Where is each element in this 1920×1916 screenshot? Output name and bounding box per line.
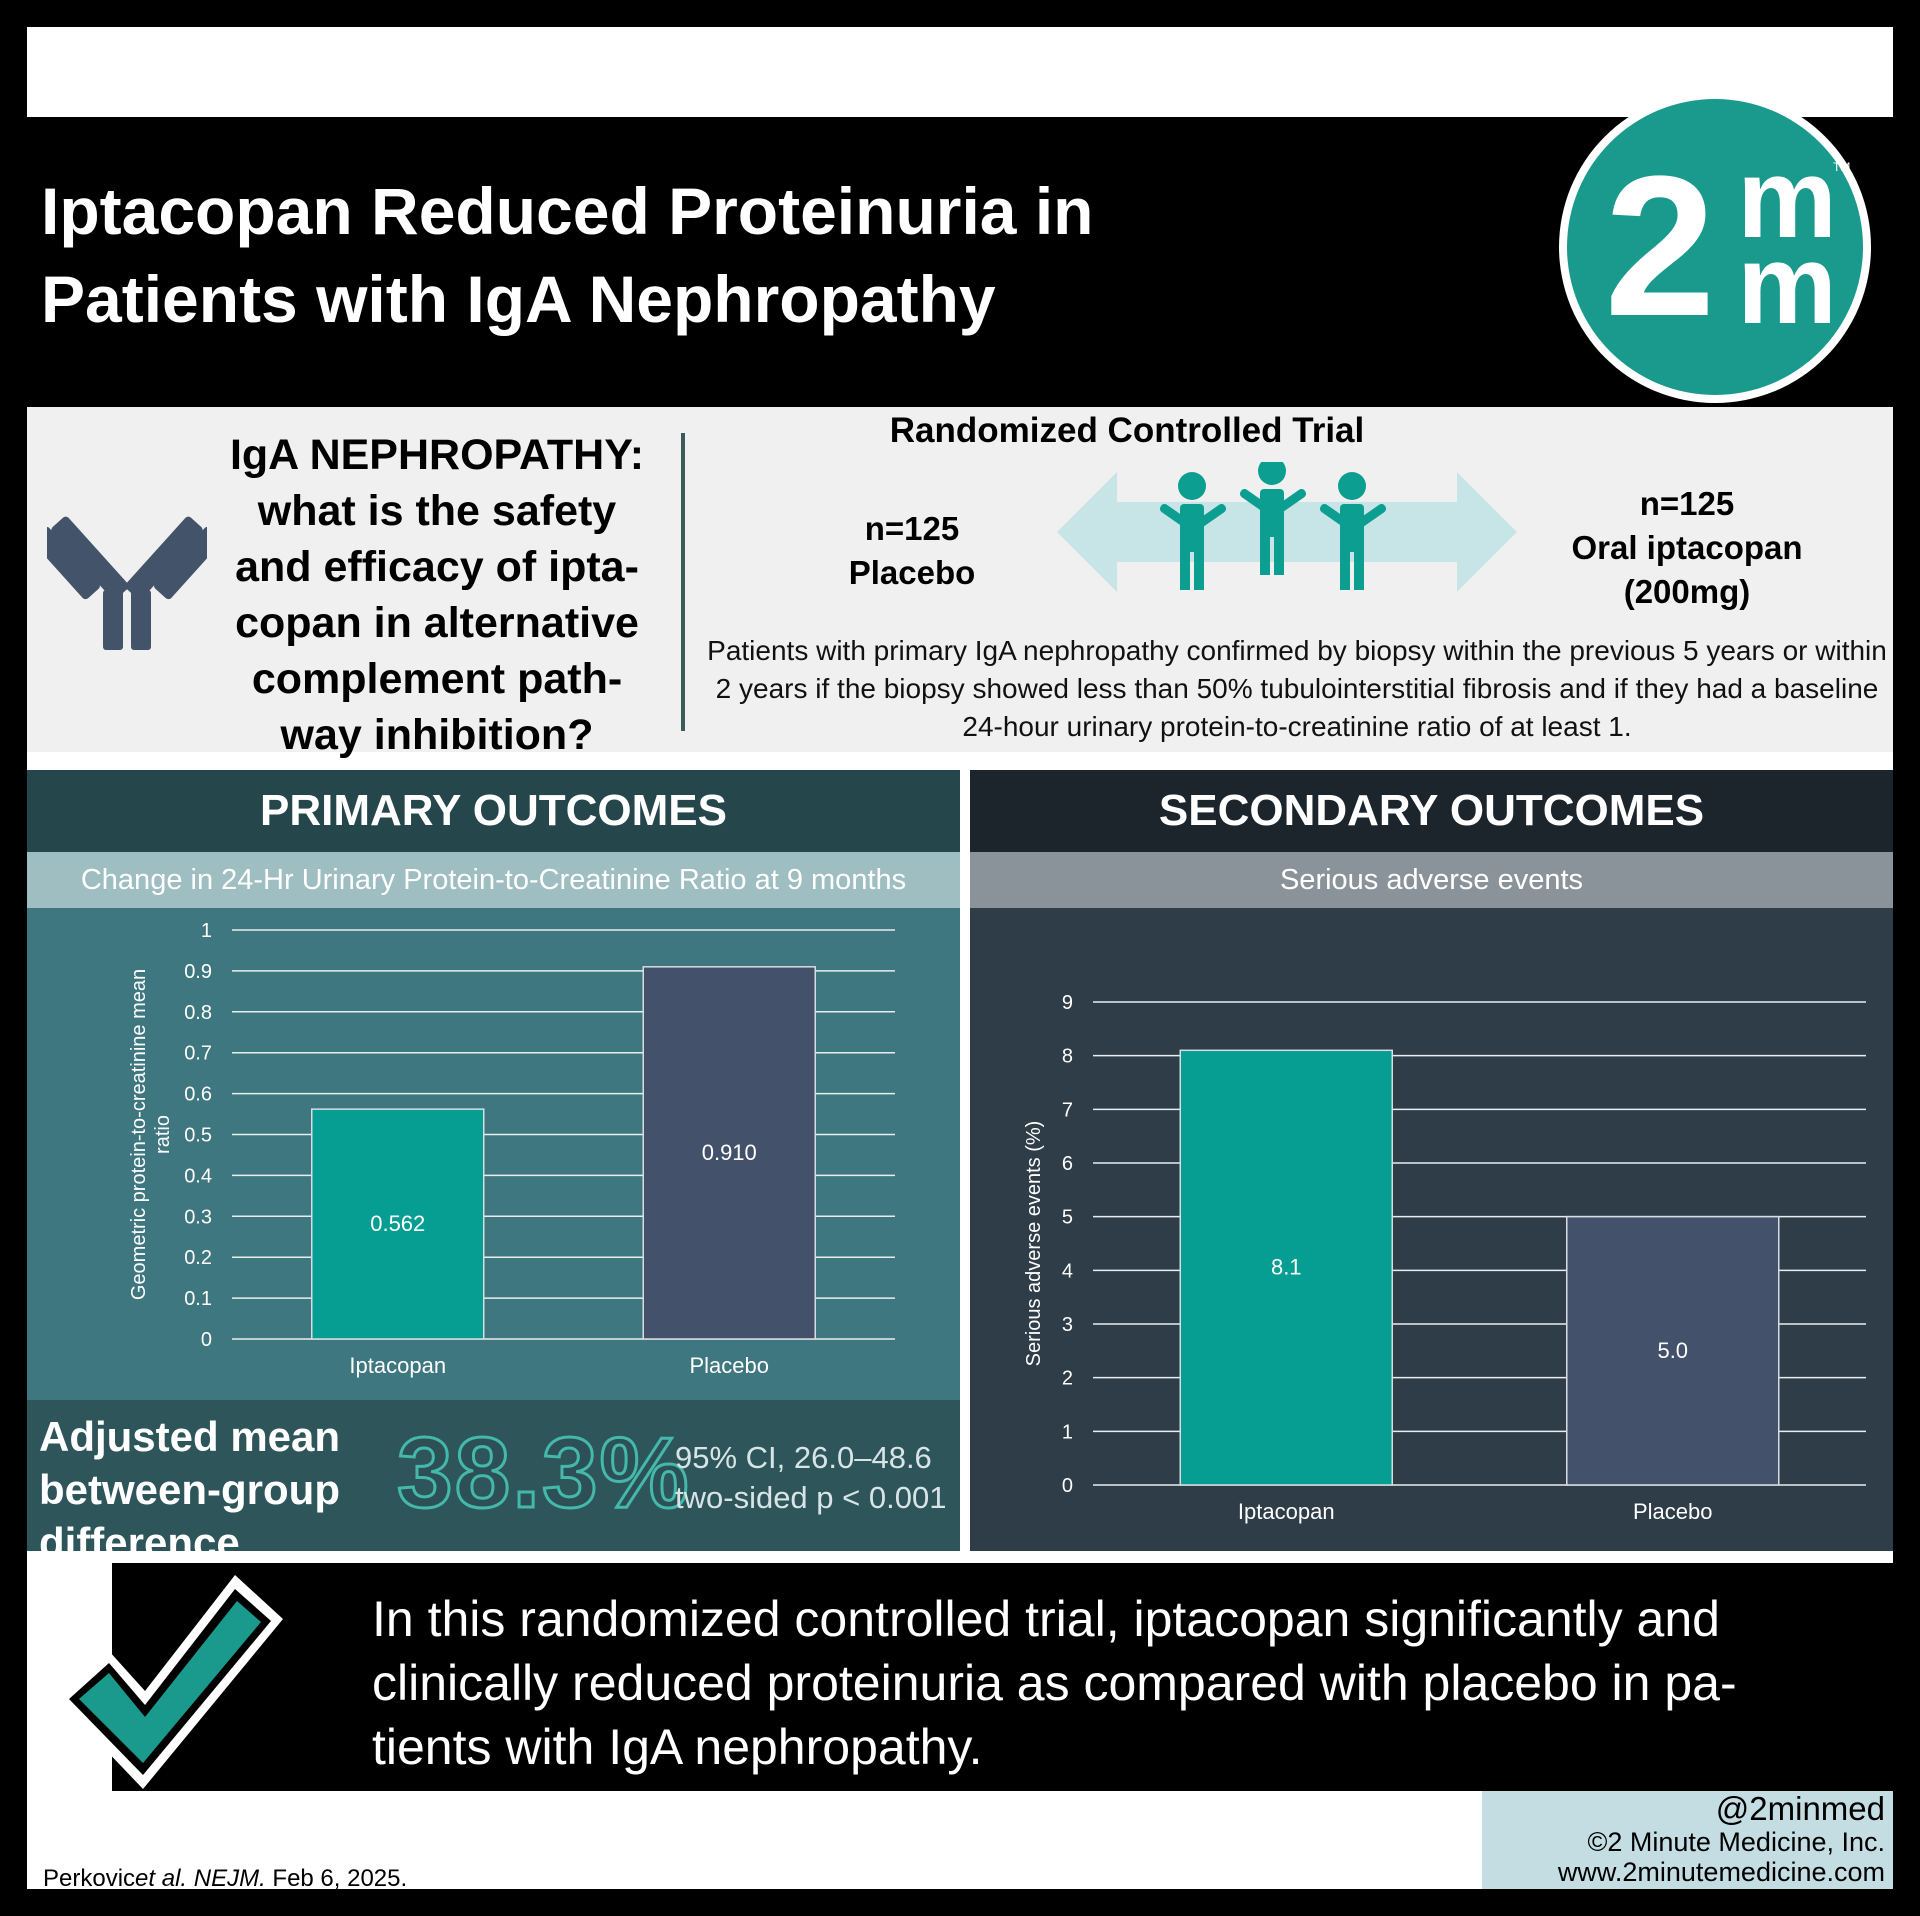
title-line-1: Iptacopan Reduced Proteinuria in xyxy=(41,174,1094,248)
y-tick-label: 1 xyxy=(201,920,212,942)
citation-date: Feb 6, 2025. xyxy=(265,1865,408,1889)
label-line: between-group xyxy=(39,1466,340,1513)
study-overview: IgA NEPHROPATHY: what is the safety and … xyxy=(27,407,1893,759)
conclusion-banner: In this randomized controlled trial, ipt… xyxy=(112,1563,1893,1791)
citation-journal: et al. NEJM. xyxy=(135,1865,266,1889)
website-link[interactable]: www.2minutemedicine.com xyxy=(1557,1857,1885,1887)
adjusted-difference-label: Adjusted mean between-group difference xyxy=(39,1410,379,1569)
data-label: 8.1 xyxy=(1271,1255,1302,1280)
randomization-arrow-icon xyxy=(1057,462,1517,592)
conclusion-line: clinically reduced proteinuria as compar… xyxy=(372,1655,1737,1711)
question-line: way inhibition? xyxy=(280,711,594,759)
p-value-text: two-sided p < 0.001 xyxy=(675,1480,947,1515)
y-tick-label: 0 xyxy=(1062,1475,1073,1497)
y-tick-label: 0.7 xyxy=(184,1043,212,1065)
y-tick-label: 1 xyxy=(1062,1421,1073,1443)
secondary-outcomes-panel: SECONDARY OUTCOMES Serious adverse event… xyxy=(970,770,1893,1551)
y-tick-label: 2 xyxy=(1062,1368,1073,1390)
y-tick-label: 0.6 xyxy=(184,1084,212,1106)
iptacopan-arm: n=125 Oral iptacopan (200mg) xyxy=(1527,482,1847,614)
primary-outcome-description: Change in 24-Hr Urinary Protein-to-Creat… xyxy=(27,852,960,908)
primary-outcomes-heading: PRIMARY OUTCOMES xyxy=(27,770,960,852)
question-line: IgA NEPHROPATHY: xyxy=(229,431,645,479)
primary-outcomes-panel: PRIMARY OUTCOMES Change in 24-Hr Urinary… xyxy=(27,770,960,1566)
y-tick-label: 0.8 xyxy=(184,1002,212,1024)
question-line: complement path- xyxy=(251,655,623,703)
title-line-2: Patients with IgA Nephropathy xyxy=(41,262,996,336)
y-tick-label: 0.9 xyxy=(184,961,212,983)
y-tick-label: 8 xyxy=(1062,1046,1073,1068)
data-label: 0.562 xyxy=(370,1211,425,1236)
drug-label: Oral iptacopan xyxy=(1571,529,1803,566)
y-tick-label: 0.2 xyxy=(184,1247,212,1269)
checkmark-icon xyxy=(57,1575,283,1789)
person-icon xyxy=(1319,472,1387,590)
research-question: IgA NEPHROPATHY: what is the safety and … xyxy=(177,427,697,763)
question-line: copan in alternative xyxy=(235,599,639,647)
study-design-title: Randomized Controlled Trial xyxy=(889,411,1365,450)
credit-box: @2minmed ©2 Minute Medicine, Inc. www.2m… xyxy=(1482,1791,1893,1889)
inclusion-criteria: Patients with primary IgA nephropathy co… xyxy=(707,635,1887,742)
bar xyxy=(1179,1049,1393,1486)
y-tick-label: 0.4 xyxy=(184,1165,212,1187)
primary-bar-chart: 0 0.1 0.2 0.3 0.4 0.5 0.6 0.7 0.8 0.9 1 0.562 Iptaco… xyxy=(128,920,895,1378)
placebo-arm: n=125 Placebo xyxy=(787,507,1037,595)
adjusted-difference-value: 38.3% xyxy=(396,1417,691,1530)
brand-logo: 2 m m TM xyxy=(1559,91,1871,403)
page-title: Iptacopan Reduced Proteinuria in Patient… xyxy=(41,167,1441,343)
secondary-outcomes-heading: SECONDARY OUTCOMES xyxy=(970,770,1893,852)
y-axis-label: Geometric protein-to-creatinine mean xyxy=(128,969,150,1300)
y-tick-label: 0 xyxy=(201,1329,212,1351)
logo-letter-bottom: m xyxy=(1737,222,1837,347)
logo-trademark: TM xyxy=(1833,160,1850,174)
bar xyxy=(642,966,816,1340)
y-axis-label: Serious adverse events (%) xyxy=(1023,1121,1045,1367)
x-category-label: Placebo xyxy=(1633,1499,1713,1524)
y-tick-label: 4 xyxy=(1062,1260,1073,1282)
y-tick-label: 7 xyxy=(1062,1099,1073,1121)
company-name: ©2 Minute Medicine, Inc. xyxy=(1587,1827,1885,1857)
y-tick-label: 0.5 xyxy=(184,1125,212,1147)
logo-letter-top: m xyxy=(1737,136,1837,261)
data-label: 5.0 xyxy=(1657,1338,1688,1363)
x-category-label: Placebo xyxy=(689,1353,769,1378)
ci-text: 95% CI, 26.0–48.6 xyxy=(675,1440,932,1475)
conclusion-line: In this randomized controlled trial, ipt… xyxy=(372,1591,1720,1647)
x-category-label: Iptacopan xyxy=(1238,1499,1335,1524)
divider xyxy=(681,433,685,731)
question-line: what is the safety xyxy=(257,487,617,535)
primary-result-summary: Adjusted mean between-group difference 3… xyxy=(27,1400,960,1566)
secondary-bar-chart: 0 1 2 3 4 5 6 7 8 9 8.1 Iptacopan 5.0 Placebo Serious … xyxy=(1023,992,1866,1524)
y-axis-label: ratio xyxy=(152,1115,174,1154)
y-tick-label: 5 xyxy=(1062,1207,1073,1229)
bar xyxy=(1566,1215,1780,1486)
placebo-n: n=125 xyxy=(864,510,960,547)
y-tick-label: 0.1 xyxy=(184,1288,212,1310)
data-label: 0.910 xyxy=(702,1140,757,1165)
drug-n: n=125 xyxy=(1639,485,1735,522)
y-tick-label: 3 xyxy=(1062,1314,1073,1336)
conclusion-text: In this randomized controlled trial, ipt… xyxy=(372,1587,1872,1779)
placebo-label: Placebo xyxy=(848,554,976,591)
x-category-label: Iptacopan xyxy=(349,1353,446,1378)
question-line: and efficacy of ipta- xyxy=(235,543,639,591)
y-tick-label: 6 xyxy=(1062,1153,1073,1175)
bar xyxy=(311,1108,485,1340)
person-icon xyxy=(1159,472,1227,590)
citation-author: Perkovic xyxy=(43,1865,136,1889)
person-icon xyxy=(1239,462,1307,575)
logo-digit: 2 xyxy=(1604,135,1715,358)
infographic: Iptacopan Reduced Proteinuria in Patient… xyxy=(27,27,1893,1889)
conclusion-line: tients with IgA nephropathy. xyxy=(372,1719,983,1775)
y-tick-label: 9 xyxy=(1062,992,1073,1014)
social-handle: @2minmed xyxy=(1715,1790,1885,1827)
label-line: Adjusted mean xyxy=(39,1413,341,1460)
confidence-interval: 95% CI, 26.0–48.6 two-sided p < 0.001 xyxy=(675,1438,946,1518)
citation: Perkovicet al. NEJM. Feb 6, 2025. xyxy=(43,1865,407,1889)
drug-dose: (200mg) xyxy=(1623,573,1751,610)
antibody-icon xyxy=(47,516,207,650)
y-tick-label: 0.3 xyxy=(184,1206,212,1228)
label-line: difference xyxy=(39,1519,240,1566)
secondary-outcome-description: Serious adverse events xyxy=(970,852,1893,908)
